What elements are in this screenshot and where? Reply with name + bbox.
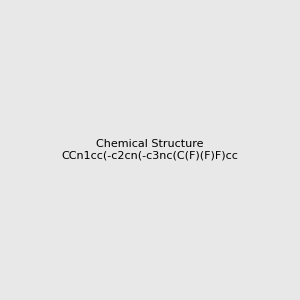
Text: Chemical Structure
CCn1cc(-c2cn(-c3nc(C(F)(F)F)cc: Chemical Structure CCn1cc(-c2cn(-c3nc(C(… (61, 139, 239, 161)
